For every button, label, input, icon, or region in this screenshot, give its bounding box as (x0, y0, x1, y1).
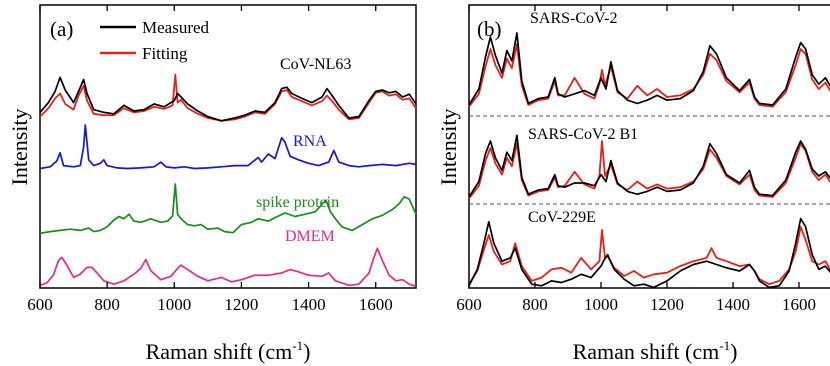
panel-a-x-axis-label: Raman shift (cm-1) (146, 338, 311, 364)
trace-label-dmem: DMEM (285, 228, 335, 245)
panel-a-legend: Measured Fitting (100, 18, 210, 63)
panel-b-trace-cov-229e-measured (468, 217, 830, 289)
panel-a-tick-label-800: 800 (94, 295, 120, 314)
legend-measured-label: Measured (142, 18, 210, 37)
panel-a-frame (39, 4, 417, 289)
panel-b-label: (b) (477, 17, 502, 41)
panel-a-trace-dmem-component (39, 247, 417, 288)
panel-b-frame (468, 4, 830, 289)
panel-b-tick-label-1200: 1200 (650, 295, 684, 314)
panel-a-tick-label-1400: 1400 (292, 295, 326, 314)
panel-b-traces (468, 32, 830, 289)
panel-a-x-ticks: 600 800 1000 1200 1400 1600 (27, 5, 393, 314)
trace-label-cov-229e: CoV-229E (528, 209, 596, 226)
trace-label-cov-nl63: CoV-NL63 (280, 56, 351, 73)
panel-a-tick-label-1000: 1000 (157, 295, 191, 314)
panel-b-tick-label-600: 600 (456, 295, 482, 314)
panel-a-trace-rna-component (39, 124, 417, 170)
panel-a: 600 800 1000 1200 1400 1600 (a) Measured Fitt… (7, 4, 417, 364)
trace-label-sars-cov-2-b1: SARS-CoV-2 B1 (528, 126, 638, 143)
panel-b: 600 800 1000 1200 1400 1600 (b) SARS-CoV-2 SA… (436, 4, 830, 364)
panel-b-tick-label-1000: 1000 (584, 295, 618, 314)
panel-b-trace-sars-cov-2-b1-measured (468, 134, 830, 198)
panel-a-label: (a) (50, 17, 73, 41)
panel-b-x-ticks: 600 800 1000 1200 1400 1600 (456, 5, 816, 314)
panel-b-trace-sars-cov-2-measured (468, 32, 830, 106)
panel-a-trace-spike-protein-component (39, 183, 417, 235)
trace-label-rna: RNA (293, 133, 327, 150)
panel-a-trace-cov-nl63-measured (39, 76, 417, 122)
panel-b-trace-band0-fitting (468, 43, 830, 108)
panel-b-tick-label-800: 800 (522, 295, 548, 314)
trace-label-spike-protein: spike protein (256, 194, 339, 211)
legend-fitting-label: Fitting (142, 44, 188, 63)
panel-b-x-axis-label: Raman shift (cm-1) (573, 338, 738, 364)
trace-label-sars-cov-2: SARS-CoV-2 (530, 10, 617, 27)
panel-b-trace-band2-fitting (468, 225, 830, 286)
panel-b-tick-label-1600: 1600 (782, 295, 816, 314)
panel-a-traces (39, 73, 417, 288)
panel-b-separators (469, 115, 830, 205)
panel-b-y-axis-label: Intensity (436, 109, 461, 186)
panel-a-tick-label-600: 600 (27, 295, 53, 314)
panel-a-tick-label-1600: 1600 (359, 295, 393, 314)
panel-a-y-axis-label: Intensity (7, 109, 32, 186)
panel-a-tick-label-1200: 1200 (224, 295, 258, 314)
panel-a-trace-band0-fitting (39, 73, 417, 122)
panel-b-tick-label-1400: 1400 (716, 295, 750, 314)
